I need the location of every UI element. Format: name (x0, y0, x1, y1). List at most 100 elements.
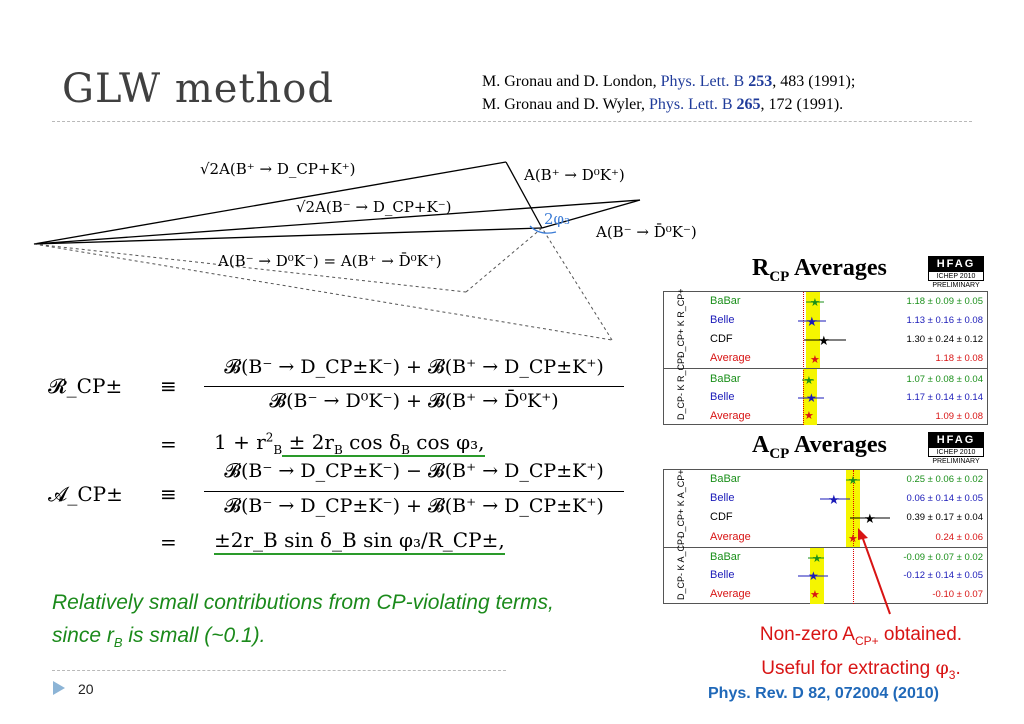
rcp-result-pre: 1 + r (214, 430, 266, 454)
hfag-badge-rcp: HFAG ICHEP 2010 PRELIMINARY (928, 256, 984, 290)
ref1-authors: M. Gronau and D. London, (482, 73, 661, 90)
acp-title-sub: CP (769, 445, 790, 462)
red-note-line-2: Useful for extracting φ3. (761, 656, 961, 682)
rcp-value-cdf: 1.30 ± 0.24 ± 0.12 (906, 334, 983, 345)
acp-title-main: A (752, 432, 770, 458)
acp-markers: ★ ★ ★ ★ ★ ★ ★ (798, 475, 890, 601)
ref2-journal[interactable]: Phys. Lett. B (648, 96, 737, 113)
reference-2: M. Gronau and D. Wyler, Phys. Lett. B 26… (482, 93, 855, 116)
hfag-conf: ICHEP 2010 (928, 271, 984, 281)
note-line-2-pre: since r (52, 624, 114, 647)
references: M. Gronau and D. London, Phys. Lett. B 2… (482, 70, 855, 116)
dashed-edge-3 (33, 243, 613, 341)
acp-minus-row-average: Average (710, 588, 751, 600)
acp-minus-value-belle: -0.12 ± 0.14 ± 0.05 (903, 570, 983, 581)
svg-text:★: ★ (864, 511, 876, 526)
svg-text:★: ★ (818, 333, 830, 348)
edge-bminus-d0bar (541, 199, 641, 229)
label-a-bminus-d0bar: A(B⁻ → D̄⁰K⁻) (595, 223, 697, 241)
hfag-badge-acp: HFAG ICHEP 2010 PRELIMINARY (928, 432, 984, 466)
red-note: Non-zero ACP+ obtained. Useful for extra… (718, 621, 1004, 689)
acp-plot: D_CP+ K A_CP+ D_CP- K A_CP- ★ ★ ★ ★ ★ ★ … (663, 469, 988, 604)
acp-denominator: 𝓑(B⁻ → D_CP±K⁻) + 𝓑(B⁺ → D_CP±K⁺) (224, 495, 604, 517)
label-sqrt2-bplus: √2A(B⁺ → D_CP+K⁺) (200, 160, 355, 178)
acp-lhs: 𝓐_CP± (48, 482, 123, 506)
svg-text:★: ★ (812, 553, 822, 565)
label-two-phi3: 2φ₃ (544, 210, 570, 228)
rcp-row-belle: Belle (710, 314, 735, 326)
hfag-status: PRELIMINARY (932, 458, 980, 465)
page-title: GLW method (62, 66, 334, 112)
hfag-status: PRELIMINARY (932, 282, 980, 289)
svg-text:★: ★ (808, 569, 819, 583)
rcp-title-rest: Averages (789, 255, 887, 281)
edge-sqrt2-bplus (33, 161, 507, 245)
red-note-line-1: Non-zero ACP+ obtained. (759, 624, 963, 648)
svg-text:★: ★ (810, 354, 820, 366)
acp-panel-title: ACP Averages (752, 432, 887, 463)
acp-value-belle: 0.06 ± 0.14 ± 0.05 (906, 493, 983, 504)
svg-text:★: ★ (848, 533, 858, 545)
ref1-journal[interactable]: Phys. Lett. B (660, 73, 749, 90)
acp-minus-value-average: -0.10 ± 0.07 (932, 589, 983, 600)
rcp-value-belle: 1.13 ± 0.16 ± 0.08 (906, 315, 983, 326)
acp-minus-value-babar: -0.09 ± 0.07 ± 0.02 (903, 552, 983, 563)
edge-sqrt2-bminus (33, 199, 641, 245)
note-line-2-post: is small (~0.1). (122, 624, 266, 647)
acp-numerator: 𝓑(B⁻ → D_CP±K⁻) − 𝓑(B⁺ → D_CP±K⁺) (224, 460, 604, 482)
red-arrow-icon (858, 528, 891, 615)
acp-row-belle: Belle (710, 492, 735, 504)
footer-divider (52, 670, 506, 671)
edge-bplus-d0 (505, 161, 543, 229)
ref2-authors: M. Gronau and D. Wyler, (482, 96, 649, 113)
triangle-diagram: √2A(B⁺ → D_CP+K⁺) A(B⁺ → D⁰K⁺) √2A(B⁻ → … (33, 160, 697, 341)
dashed-edge-4 (541, 227, 613, 341)
rcp-markers: ★ ★ ★ ★ ★ ★ ★ (798, 297, 846, 422)
label-a-bplus-d0: A(B⁺ → D⁰K⁺) (523, 166, 625, 184)
rcp-eq-sign: = (160, 432, 177, 456)
rcp-reference-line (803, 292, 804, 425)
rcp-denominator: 𝓑(B⁻ → D⁰K⁻) + 𝓑(B⁺ → D̄⁰K⁺) (269, 390, 559, 412)
hfag-conf: ICHEP 2010 (928, 447, 984, 457)
title-divider (52, 121, 972, 122)
hfag-name: HFAG (928, 256, 984, 271)
acp-row-cdf: CDF (710, 511, 733, 523)
rcp-row-cdf: CDF (710, 333, 733, 345)
svg-text:★: ★ (806, 391, 817, 405)
rcp-band-bottom (803, 369, 817, 425)
ref2-rest: , 172 (1991). (760, 96, 844, 113)
rcp-row-average: Average (710, 352, 751, 364)
rcp-numerator: 𝓑(B⁻ → D_CP±K⁻) + 𝓑(B⁺ → D_CP±K⁺) (224, 356, 604, 378)
ref1-rest: , 483 (1991); (772, 73, 856, 90)
svg-text:★: ★ (804, 375, 814, 387)
citation-link[interactable]: Phys. Rev. D 82, 072004 (2010) (708, 685, 939, 702)
acp-fraction-bar (204, 491, 624, 492)
rcp-band-top (806, 292, 820, 368)
acp-value-cdf: 0.39 ± 0.17 ± 0.04 (906, 512, 983, 523)
acp-row-babar: BaBar (710, 473, 741, 485)
rcp-fraction-bar (204, 386, 624, 387)
reference-1: M. Gronau and D. London, Phys. Lett. B 2… (482, 70, 855, 93)
dashed-edge-1 (33, 243, 467, 293)
rcp-minus-row-babar: BaBar (710, 373, 741, 385)
rcp-row-babar: BaBar (710, 295, 741, 307)
acp-row-average: Average (710, 531, 751, 543)
ref2-volume[interactable]: 265 (736, 96, 761, 113)
ref1-volume[interactable]: 253 (748, 73, 773, 90)
rcp-value-babar: 1.18 ± 0.09 ± 0.05 (906, 296, 983, 307)
label-bottom-equality: A(B⁻ → D⁰K⁻) = A(B⁺ → D̄⁰K⁺) (217, 252, 442, 270)
rcp-minus-value-average: 1.09 ± 0.08 (935, 411, 983, 422)
rcp-result-post: ± 2r (282, 430, 334, 454)
edge-bottom (33, 227, 543, 245)
note-text: Relatively small contributions from CP-v… (52, 586, 652, 659)
hfag-name: HFAG (928, 432, 984, 447)
acp-eq-sign: = (160, 530, 177, 554)
acp-value-babar: 0.25 ± 0.06 ± 0.02 (906, 474, 983, 485)
rcp-value-average: 1.18 ± 0.08 (935, 353, 983, 364)
rcp-minus-row-belle: Belle (710, 391, 735, 403)
acp-minus-row-babar: BaBar (710, 551, 741, 563)
rcp-minus-row-average: Average (710, 410, 751, 422)
bullet-triangle-icon (53, 681, 65, 695)
rcp-separator (664, 368, 987, 369)
rcp-lhs: 𝓡_CP± (48, 374, 123, 398)
